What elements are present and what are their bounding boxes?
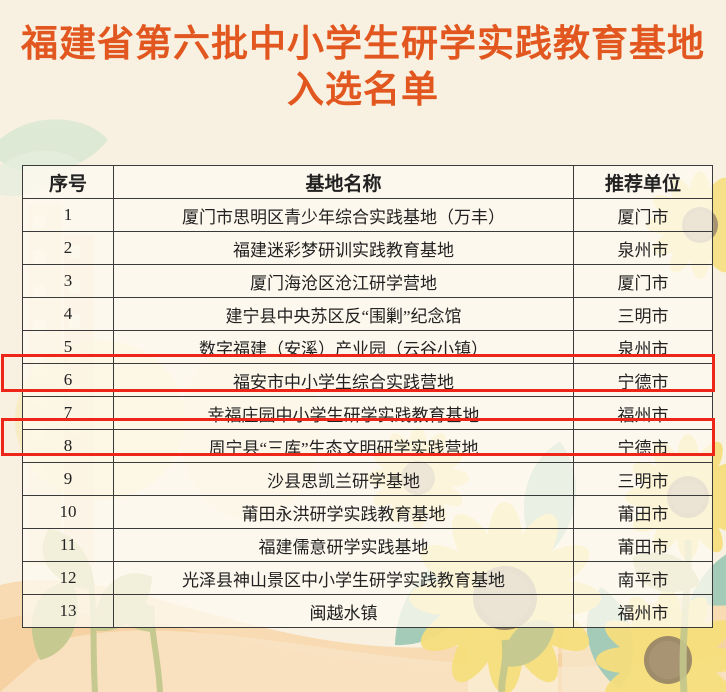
- cell-unit: 福州市: [573, 594, 713, 628]
- cell-no: 4: [22, 297, 114, 331]
- header-name: 基地名称: [113, 165, 574, 199]
- cell-name: 厦门海沧区沧江研学营地: [113, 264, 574, 298]
- cell-name: 幸福庄园中小学生研学实践教育基地: [113, 396, 574, 430]
- table-row: 4 建宁县中央苏区反“围剿”纪念馆 三明市: [22, 297, 713, 331]
- table-row: 10 莆田永洪研学实践教育基地 莆田市: [22, 495, 713, 529]
- table-row: 6 福安市中小学生综合实践营地 宁德市: [22, 363, 713, 397]
- cell-unit: 三明市: [573, 297, 713, 331]
- cell-no: 12: [22, 561, 114, 595]
- cell-unit: 泉州市: [573, 330, 713, 364]
- header-unit: 推荐单位: [573, 165, 713, 199]
- cell-name: 周宁县“三库”生态文明研学实践营地: [113, 429, 574, 463]
- cell-no: 5: [22, 330, 114, 364]
- cell-unit: 宁德市: [573, 363, 713, 397]
- cell-no: 13: [22, 594, 114, 628]
- table-row: 11 福建儒意研学实践基地 莆田市: [22, 528, 713, 562]
- page-title-line1: 福建省第六批中小学生研学实践教育基地: [21, 24, 705, 65]
- cell-name: 莆田永洪研学实践教育基地: [113, 495, 574, 529]
- table-row: 7 幸福庄园中小学生研学实践教育基地 福州市: [22, 396, 713, 430]
- cell-name: 福建儒意研学实践基地: [113, 528, 574, 562]
- cell-name: 沙县思凯兰研学基地: [113, 462, 574, 496]
- cell-no: 3: [22, 264, 114, 298]
- table-row: 2 福建迷彩梦研训实践教育基地 泉州市: [22, 231, 713, 265]
- cell-name: 福建迷彩梦研训实践教育基地: [113, 231, 574, 265]
- cell-no: 8: [22, 429, 114, 463]
- cell-name: 福安市中小学生综合实践营地: [113, 363, 574, 397]
- page-title: 福建省第六批中小学生研学实践教育基地 入选名单: [0, 22, 726, 114]
- table-row: 1 厦门市思明区青少年综合实践基地（万丰） 厦门市: [22, 198, 713, 232]
- cell-unit: 泉州市: [573, 231, 713, 265]
- base-list-table: 序号 基地名称 推荐单位 1 厦门市思明区青少年综合实践基地（万丰） 厦门市 2 福建迷…: [22, 165, 713, 628]
- table-row: 3 厦门海沧区沧江研学营地 厦门市: [22, 264, 713, 298]
- cell-name: 建宁县中央苏区反“围剿”纪念馆: [113, 297, 574, 331]
- cell-no: 7: [22, 396, 114, 430]
- cell-unit: 宁德市: [573, 429, 713, 463]
- cell-unit: 莆田市: [573, 495, 713, 529]
- table-row: 8 周宁县“三库”生态文明研学实践营地 宁德市: [22, 429, 713, 463]
- table-header-row: 序号 基地名称 推荐单位: [22, 165, 713, 199]
- cell-no: 6: [22, 363, 114, 397]
- cell-unit: 南平市: [573, 561, 713, 595]
- table-row: 5 数字福建（安溪）产业园（云谷小镇） 泉州市: [22, 330, 713, 364]
- cell-no: 10: [22, 495, 114, 529]
- cell-no: 2: [22, 231, 114, 265]
- table-row: 9 沙县思凯兰研学基地 三明市: [22, 462, 713, 496]
- cell-name: 光泽县神山景区中小学生研学实践教育基地: [113, 561, 574, 595]
- cell-unit: 三明市: [573, 462, 713, 496]
- table-row: 12 光泽县神山景区中小学生研学实践教育基地 南平市: [22, 561, 713, 595]
- cell-unit: 厦门市: [573, 264, 713, 298]
- cell-name: 厦门市思明区青少年综合实践基地（万丰）: [113, 198, 574, 232]
- cell-unit: 福州市: [573, 396, 713, 430]
- cell-no: 9: [22, 462, 114, 496]
- table-row: 13 闽越水镇 福州市: [22, 594, 713, 628]
- page-title-line2: 入选名单: [287, 70, 439, 111]
- cell-unit: 莆田市: [573, 528, 713, 562]
- cell-no: 11: [22, 528, 114, 562]
- cell-unit: 厦门市: [573, 198, 713, 232]
- table-body: 1 厦门市思明区青少年综合实践基地（万丰） 厦门市 2 福建迷彩梦研训实践教育基地 泉州市…: [22, 198, 713, 628]
- cell-name: 闽越水镇: [113, 594, 574, 628]
- cell-no: 1: [22, 198, 114, 232]
- header-no: 序号: [22, 165, 114, 199]
- cell-name: 数字福建（安溪）产业园（云谷小镇）: [113, 330, 574, 364]
